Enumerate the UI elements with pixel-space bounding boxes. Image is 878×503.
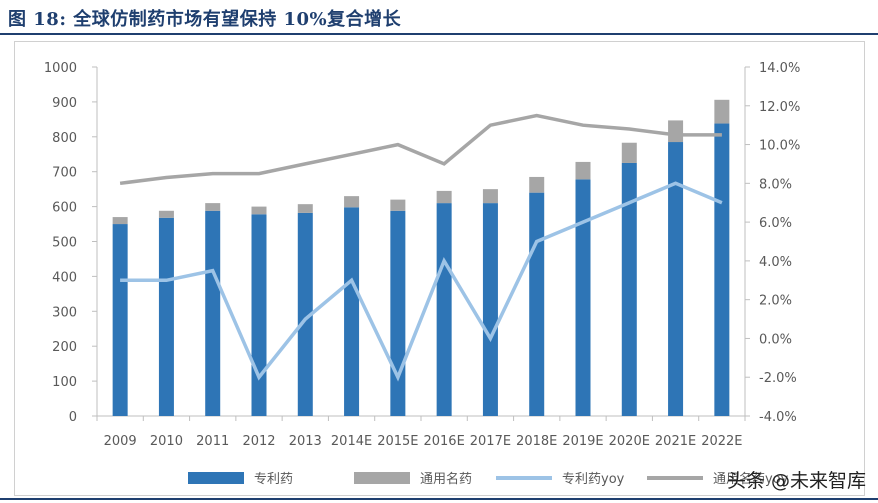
x-tick-label: 2012 [242,434,275,449]
left-tick-label: 500 [52,236,77,251]
watermark: 头条 @未来智库 [726,470,866,492]
x-tick-label: 2013 [289,434,322,449]
right-tick-label: 0.0% [759,332,792,347]
chart-bars [112,99,730,417]
bar-generic [297,204,313,213]
right-tick-label: 10.0% [759,139,800,154]
chart-lines [119,113,723,382]
bottom-rule [0,498,878,500]
left-tick-label: 800 [52,131,77,146]
bar-generic [344,196,360,208]
x-tick-label: 2020E [609,434,650,449]
right-tick-label: -2.0% [759,371,797,386]
x-tick-label: 2018E [516,434,557,449]
bar-generic [436,190,452,204]
bar-generic [668,120,684,143]
bar-generic [714,99,730,124]
left-tick-label: 200 [52,340,77,355]
x-tick-label: 2022E [701,434,742,449]
bar-patent [714,123,730,417]
x-tick-label: 2009 [104,434,137,449]
left-tick-label: 300 [52,305,77,320]
right-tick-label: 2.0% [759,294,792,309]
x-tick-label: 2016E [423,434,464,449]
legend-label: 通用名药 [420,471,472,487]
chart-axes: 0 100 200 300 400 500 600 700 800 900 1000 -4.0% -2.… [44,61,800,449]
bar-generic [251,206,267,215]
right-tick-label: 8.0% [759,177,792,192]
legend-label: 专利药yoy [562,472,625,487]
bar-patent [482,203,498,416]
legend-swatch [188,472,244,484]
x-tick-label: 2010 [150,434,183,449]
left-tick-label: 0 [69,410,77,425]
legend-swatch [647,476,703,480]
legend-label: 通用名药yoy [713,471,789,487]
bar-generic [112,217,128,225]
bar-patent [297,212,313,416]
legend-swatch [496,476,552,480]
bar-patent [436,203,452,416]
left-tick-label: 700 [52,166,77,181]
right-tick-label: -4.0% [759,410,797,425]
left-tick-label: 1000 [44,61,77,76]
bar-generic [205,203,221,211]
x-tick-label: 2017E [470,434,511,449]
line-generic-yoy [119,113,722,186]
bar-generic [575,161,591,180]
x-tick-label: 2021E [655,434,696,449]
bar-patent [205,210,221,416]
title-underline [0,33,878,35]
bar-patent [112,224,128,416]
x-tick-label: 2019E [562,434,603,449]
bar-patent [390,210,406,416]
bar-patent [251,214,267,416]
right-tick-label: 6.0% [759,216,792,231]
legend-swatch [354,472,410,484]
bar-patent [344,207,360,416]
left-tick-label: 600 [52,201,77,216]
bar-generic [621,142,637,163]
x-tick-label: 2014E [331,434,372,449]
title-bar: 图 18: 全球仿制药市场有望保持 10%复合增长 [0,0,878,35]
bar-generic [158,210,174,218]
left-tick-label: 900 [52,96,77,111]
bar-patent [158,217,174,416]
bar-patent [668,142,684,416]
right-tick-label: 14.0% [759,61,800,76]
bar-generic [390,199,406,211]
x-tick-label: 2011 [196,434,229,449]
chart-legend: 专利药 通用名药 专利药yoy 通用名药yoy [188,471,789,487]
bar-generic [482,189,498,204]
legend-label: 专利药 [254,472,293,487]
right-tick-label: 12.0% [759,100,800,115]
bar-patent [575,179,591,416]
bar-generic [529,176,545,193]
bar-patent [529,192,545,416]
figure-title: 图 18: 全球仿制药市场有望保持 10%复合增长 [8,9,402,30]
chart-frame [14,41,865,496]
bar-patent [621,162,637,416]
left-tick-label: 100 [52,375,77,390]
x-tick-label: 2015E [377,434,418,449]
left-tick-label: 400 [52,270,77,285]
line-patent-yoy [120,181,723,382]
right-tick-label: 4.0% [759,255,792,270]
